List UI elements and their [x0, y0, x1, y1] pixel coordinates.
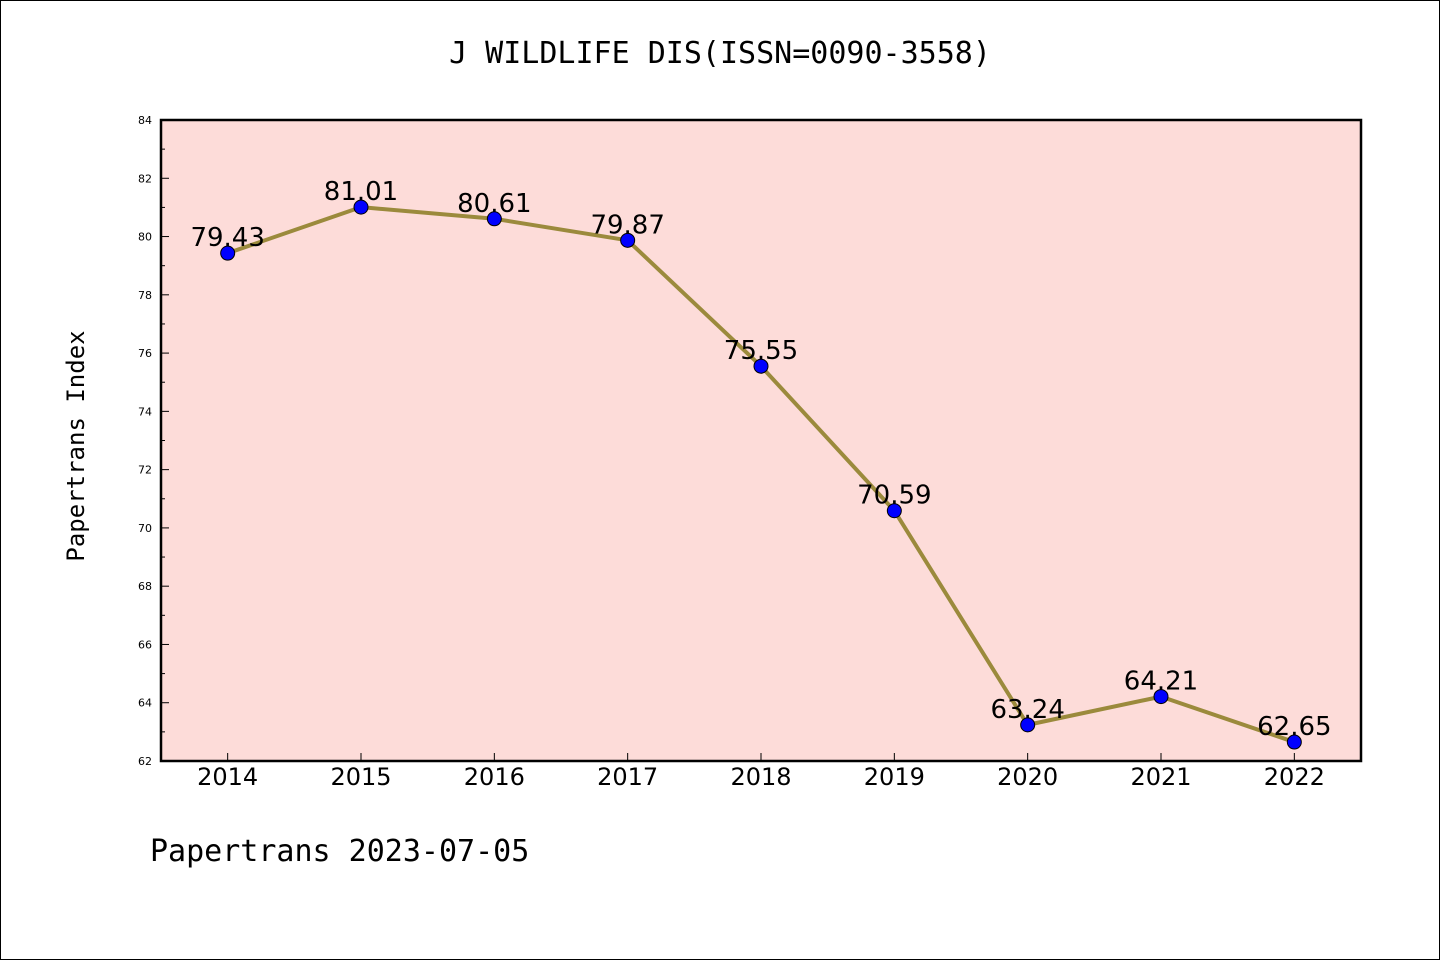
data-label: 80.61 [457, 189, 531, 219]
x-tick-label: 2018 [730, 763, 791, 791]
data-label: 79.43 [190, 223, 264, 253]
data-point [353, 199, 369, 215]
data-point [1020, 717, 1036, 733]
x-tick-label: 2020 [997, 763, 1058, 791]
footer-text: Papertrans 2023-07-05 [150, 834, 530, 869]
y-tick-label: 82 [138, 172, 152, 185]
y-tick-label: 84 [138, 114, 152, 127]
y-tick-label: 64 [138, 697, 152, 710]
plot-border [159, 118, 1363, 763]
data-label: 70.59 [857, 481, 931, 511]
data-point [753, 358, 769, 374]
data-point [486, 211, 502, 227]
data-label: 63.24 [990, 695, 1064, 725]
data-label: 81.01 [324, 177, 398, 207]
y-tick-label: 62 [138, 755, 152, 768]
data-point [1153, 689, 1169, 705]
x-tick-label: 2017 [597, 763, 658, 791]
x-tick-label: 2016 [464, 763, 525, 791]
y-tick-label: 70 [138, 522, 152, 535]
data-label: 62.65 [1257, 712, 1331, 742]
y-tick-label: 66 [138, 638, 152, 651]
y-tick-label: 74 [138, 405, 152, 418]
x-tick-label: 2022 [1264, 763, 1325, 791]
chart-title: J WILDLIFE DIS(ISSN=0090-3558) [449, 36, 991, 71]
y-tick-label: 80 [138, 231, 152, 244]
y-tick-label: 78 [138, 289, 152, 302]
data-point [886, 503, 902, 519]
y-tick-label: 72 [138, 464, 152, 477]
x-tick-label: 2019 [864, 763, 925, 791]
x-tick-label: 2015 [330, 763, 391, 791]
data-point [1286, 734, 1302, 750]
y-tick-label: 68 [138, 580, 152, 593]
x-tick-label: 2021 [1130, 763, 1191, 791]
data-label: 79.87 [590, 210, 664, 240]
data-point [220, 245, 236, 261]
y-tick-label: 76 [138, 347, 152, 360]
data-label: 64.21 [1124, 667, 1198, 697]
data-point [620, 232, 636, 248]
plot-area [161, 120, 1361, 761]
data-label: 75.55 [724, 336, 798, 366]
x-tick-label: 2014 [197, 763, 258, 791]
